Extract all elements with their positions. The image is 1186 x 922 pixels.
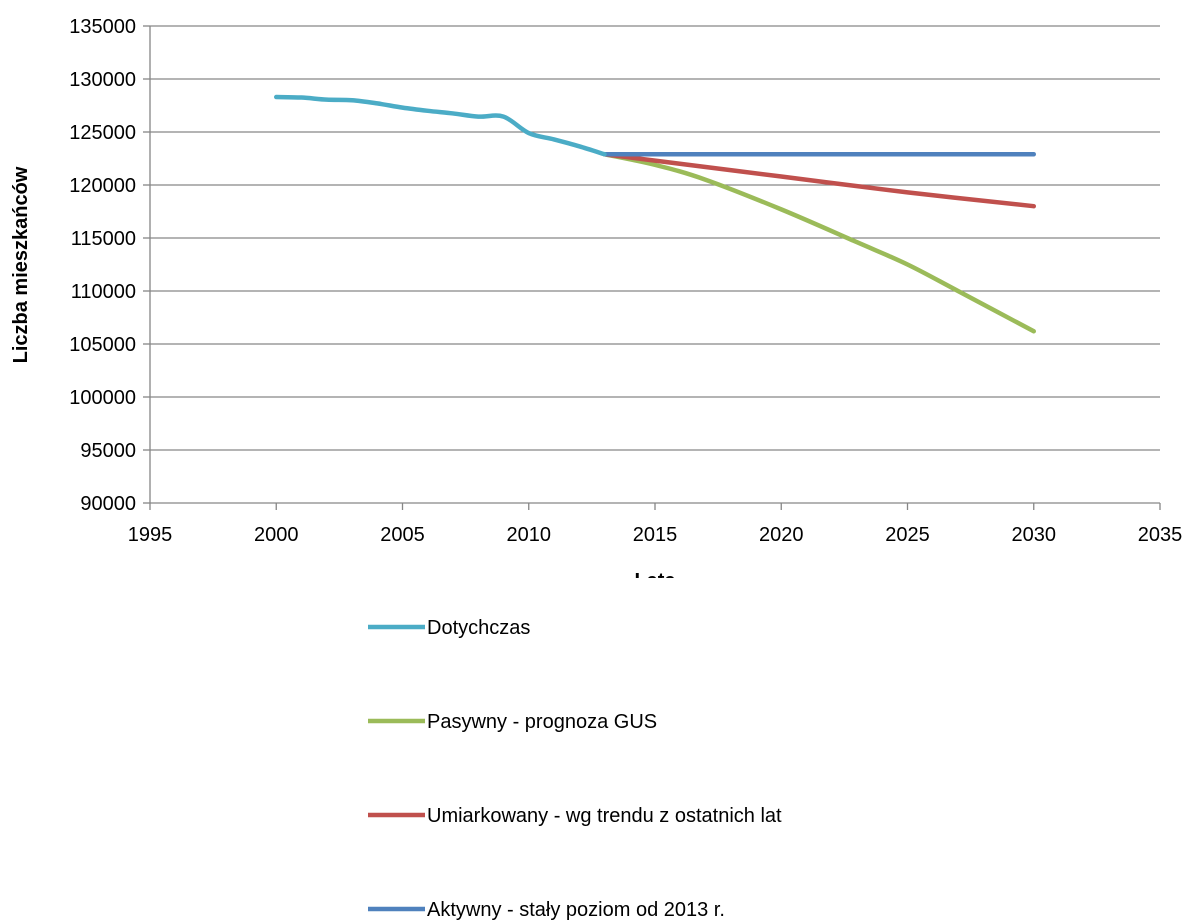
x-tick-label-2015: 2015 bbox=[633, 524, 678, 546]
series-line-2 bbox=[602, 152, 1036, 334]
tick-labels: 90000 95000 100000 105000 110000 115000 120000… bbox=[69, 16, 1182, 546]
y-tick-label-105000: 105000 bbox=[69, 334, 136, 356]
y-tick-label-90000: 90000 bbox=[80, 493, 136, 515]
legend-label-1: Dotychczas bbox=[427, 617, 530, 639]
y-axis-title: Liczba mieszkańców bbox=[10, 166, 32, 363]
x-axis-title: Lata bbox=[634, 570, 676, 592]
y-tick-label-100000: 100000 bbox=[69, 387, 136, 409]
series-line-3 bbox=[602, 152, 1036, 209]
axes bbox=[143, 25, 1161, 510]
series-line-1 bbox=[274, 94, 607, 157]
y-tick-label-120000: 120000 bbox=[69, 175, 136, 197]
x-tick-label-2025: 2025 bbox=[885, 524, 930, 546]
x-tick-label-2010: 2010 bbox=[507, 524, 552, 546]
x-tick-label-1995: 1995 bbox=[128, 524, 173, 546]
x-axis-title-clip: Lata bbox=[634, 570, 676, 592]
legend-label-3: Umiarkowany - wg trendu z ostatnich lat bbox=[427, 805, 782, 827]
series-lines bbox=[274, 94, 1036, 334]
legend-label-4: Aktywny - stały poziom od 2013 r. bbox=[427, 899, 725, 921]
legend-label-2: Pasywny - prognoza GUS bbox=[427, 711, 657, 733]
y-tick-label-125000: 125000 bbox=[69, 122, 136, 144]
y-tick-label-135000: 135000 bbox=[69, 16, 136, 38]
legend: Dotychczas Pasywny - prognoza GUS Umiarkow… bbox=[368, 617, 782, 921]
y-tick-label-110000: 110000 bbox=[71, 281, 136, 303]
x-tick-label-2035: 2035 bbox=[1138, 524, 1183, 546]
gridlines bbox=[150, 25, 1160, 451]
y-tick-label-130000: 130000 bbox=[69, 69, 136, 91]
y-tick-label-115000: 115000 bbox=[71, 228, 136, 250]
x-tick-label-2000: 2000 bbox=[254, 524, 299, 546]
y-tick-label-95000: 95000 bbox=[80, 440, 136, 462]
x-tick-label-2020: 2020 bbox=[759, 524, 804, 546]
x-tick-label-2030: 2030 bbox=[1012, 524, 1057, 546]
x-tick-label-2005: 2005 bbox=[380, 524, 425, 546]
